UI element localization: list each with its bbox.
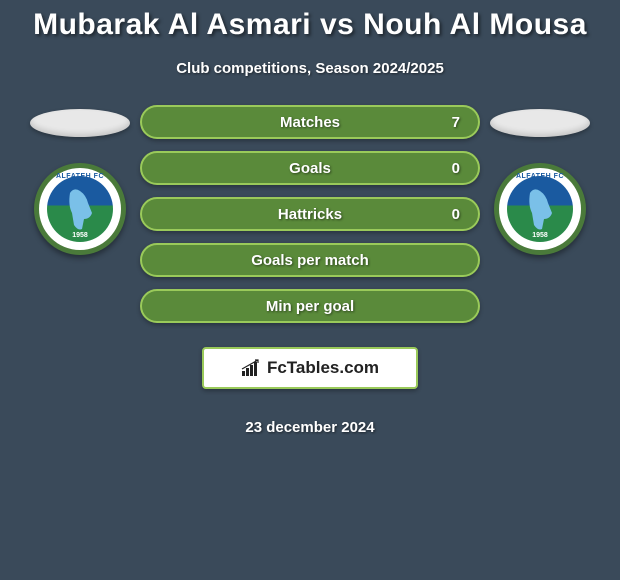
stat-label: Matches	[280, 114, 340, 131]
bar-chart-icon	[241, 359, 263, 377]
stat-label: Goals	[289, 160, 331, 177]
stat-label: Goals per match	[251, 252, 369, 269]
club-year-label: 1958	[72, 232, 88, 239]
club-name-label: ALFATEH FC	[516, 173, 564, 180]
stat-value: 0	[452, 160, 460, 177]
stat-row-goals-per-match: Goals per match	[140, 243, 480, 277]
club-figure-icon	[60, 185, 100, 235]
right-player-col: ALFATEH FC 1958	[480, 105, 600, 255]
page-subtitle: Club competitions, Season 2024/2025	[176, 60, 444, 77]
club-figure-icon	[520, 185, 560, 235]
stat-label: Hattricks	[278, 206, 342, 223]
infographic-root: Mubarak Al Asmari vs Nouh Al Mousa Club …	[0, 0, 620, 436]
club-badge: ALFATEH FC 1958	[494, 163, 586, 255]
stat-value: 7	[452, 114, 460, 131]
stat-label: Min per goal	[266, 298, 354, 315]
stat-row-hattricks: Hattricks 0	[140, 197, 480, 231]
footer-date: 23 december 2024	[245, 419, 374, 436]
player-avatar-placeholder	[30, 109, 130, 137]
stat-row-matches: Matches 7	[140, 105, 480, 139]
left-player-col: ALFATEH FC 1958	[20, 105, 140, 255]
club-year-label: 1958	[532, 232, 548, 239]
page-title: Mubarak Al Asmari vs Nouh Al Mousa	[33, 8, 587, 42]
content-row: ALFATEH FC 1958 Matches 7 Goals 0 Hattri…	[0, 105, 620, 436]
stat-value: 0	[452, 206, 460, 223]
club-badge: ALFATEH FC 1958	[34, 163, 126, 255]
stats-column: Matches 7 Goals 0 Hattricks 0 Goals per …	[140, 105, 480, 436]
club-name-label: ALFATEH FC	[56, 173, 104, 180]
stat-row-goals: Goals 0	[140, 151, 480, 185]
watermark-text: FcTables.com	[267, 358, 379, 378]
stat-row-min-per-goal: Min per goal	[140, 289, 480, 323]
watermark-badge: FcTables.com	[202, 347, 418, 389]
player-avatar-placeholder	[490, 109, 590, 137]
